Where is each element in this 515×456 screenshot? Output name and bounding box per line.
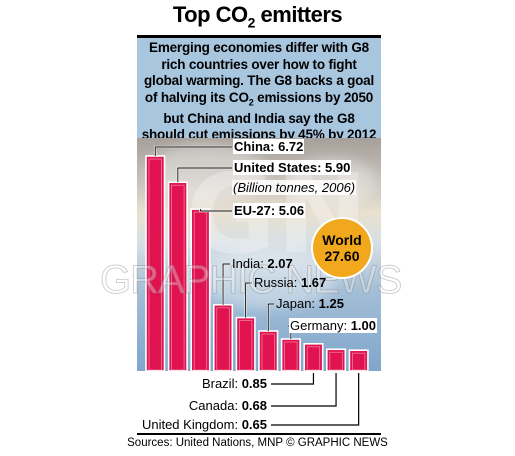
bar-category: Germany:: [290, 318, 351, 333]
subtitle-line: of halving its CO2 emissions by 2050: [137, 90, 381, 111]
bar-value: 6.72: [278, 139, 304, 154]
world-total-badge: World 27.60: [311, 217, 373, 279]
label-connector: [177, 167, 232, 183]
bar-category: United Kingdom:: [141, 417, 242, 432]
title-text: Top CO: [172, 2, 248, 27]
label-connector: [176, 166, 232, 183]
label-connector: [271, 371, 360, 426]
label-connector: [267, 303, 274, 332]
bar-value: 0.65: [241, 417, 267, 432]
subtitle-line: rich countries over how to fight: [161, 56, 357, 72]
bar-value: 0.85: [241, 376, 267, 391]
bar-value: 0.68: [241, 398, 267, 413]
label-connector: [199, 209, 232, 212]
bar-label: EU-27: 5.06: [233, 203, 306, 218]
unit-note: (Billion tonnes, 2006): [232, 180, 357, 195]
subtitle-box: [137, 38, 381, 138]
label-connector: [271, 371, 337, 407]
bar-category: Japan:: [276, 296, 319, 311]
bar-group: [145, 145, 232, 372]
label-connector: [154, 146, 232, 156]
source-note: Sources: United Nations, MNP © GRAPHIC N…: [127, 437, 388, 449]
subtitle-line: Emerging economies differ with G8: [149, 40, 369, 55]
bar-highlight: [171, 184, 185, 371]
bar-highlight: [351, 352, 366, 371]
label-connector: [245, 282, 252, 318]
world-value: 27.60: [324, 248, 360, 264]
bar-category: Brazil:: [201, 376, 242, 391]
bar-highlight: [238, 320, 253, 371]
subtitle-line: but China and India say the G8: [163, 110, 355, 126]
title-subscript: 2: [247, 14, 256, 31]
bar-category: EU-27:: [234, 203, 279, 218]
subtitle-line: global warming. The G8 backs a goal: [143, 73, 375, 88]
label-connector: [154, 145, 232, 156]
subtitle-segment: emissions by 2050: [253, 89, 374, 105]
bar-label: Canada: 0.68: [187, 398, 268, 413]
bar-highlight: [148, 158, 162, 371]
bar-group: [271, 348, 347, 407]
label-connector: [222, 263, 230, 305]
bar-label: India: 2.07: [231, 256, 294, 271]
bar-label: United States: 5.90: [233, 160, 352, 175]
bar-label: China: 6.72: [233, 139, 305, 154]
bar-value: 2.07: [267, 256, 293, 271]
bar-label: Russia: 1.67: [253, 275, 327, 290]
bar-label: Japan: 1.25: [275, 296, 345, 311]
bar-group: [280, 324, 301, 372]
bar-category: Russia:: [254, 275, 301, 290]
bar-label: Germany: 1.00: [289, 318, 377, 333]
bar-label: Brazil: 0.85: [200, 376, 268, 391]
label-connector: [267, 302, 274, 332]
bar-highlight: [216, 307, 230, 371]
bar-highlight: [284, 341, 298, 371]
bar-value: 5.06: [278, 203, 305, 218]
bar-value: 1.00: [350, 318, 376, 333]
bar-value: 5.90: [325, 160, 351, 175]
title-text-end: emitters: [254, 2, 343, 27]
subtitle-segment: of halving its CO: [144, 89, 249, 105]
bar-highlight: [261, 333, 275, 371]
title-rule: [137, 35, 381, 38]
bar-group: [271, 349, 369, 426]
bar-category: United States:: [234, 160, 326, 175]
chart-title: Top CO2 emitters: [0, 2, 515, 30]
bar-category: India:: [232, 256, 268, 271]
bar-value: 1.67: [300, 275, 327, 290]
bar-category: Canada:: [188, 398, 242, 413]
bar-label: United Kingdom: 0.65: [140, 417, 268, 432]
bar-value: 1.25: [318, 296, 344, 311]
bar-category: China:: [234, 139, 279, 154]
bar-highlight: [329, 351, 343, 371]
bar-group: [258, 302, 279, 372]
label-connector: [271, 371, 315, 385]
bar-highlight: [306, 346, 321, 371]
world-label: World: [322, 232, 362, 248]
bottom-rule: [137, 433, 381, 435]
subtitle-subscript: 2: [248, 97, 254, 108]
bar-group: [213, 262, 234, 372]
bar-highlight: [193, 211, 208, 371]
